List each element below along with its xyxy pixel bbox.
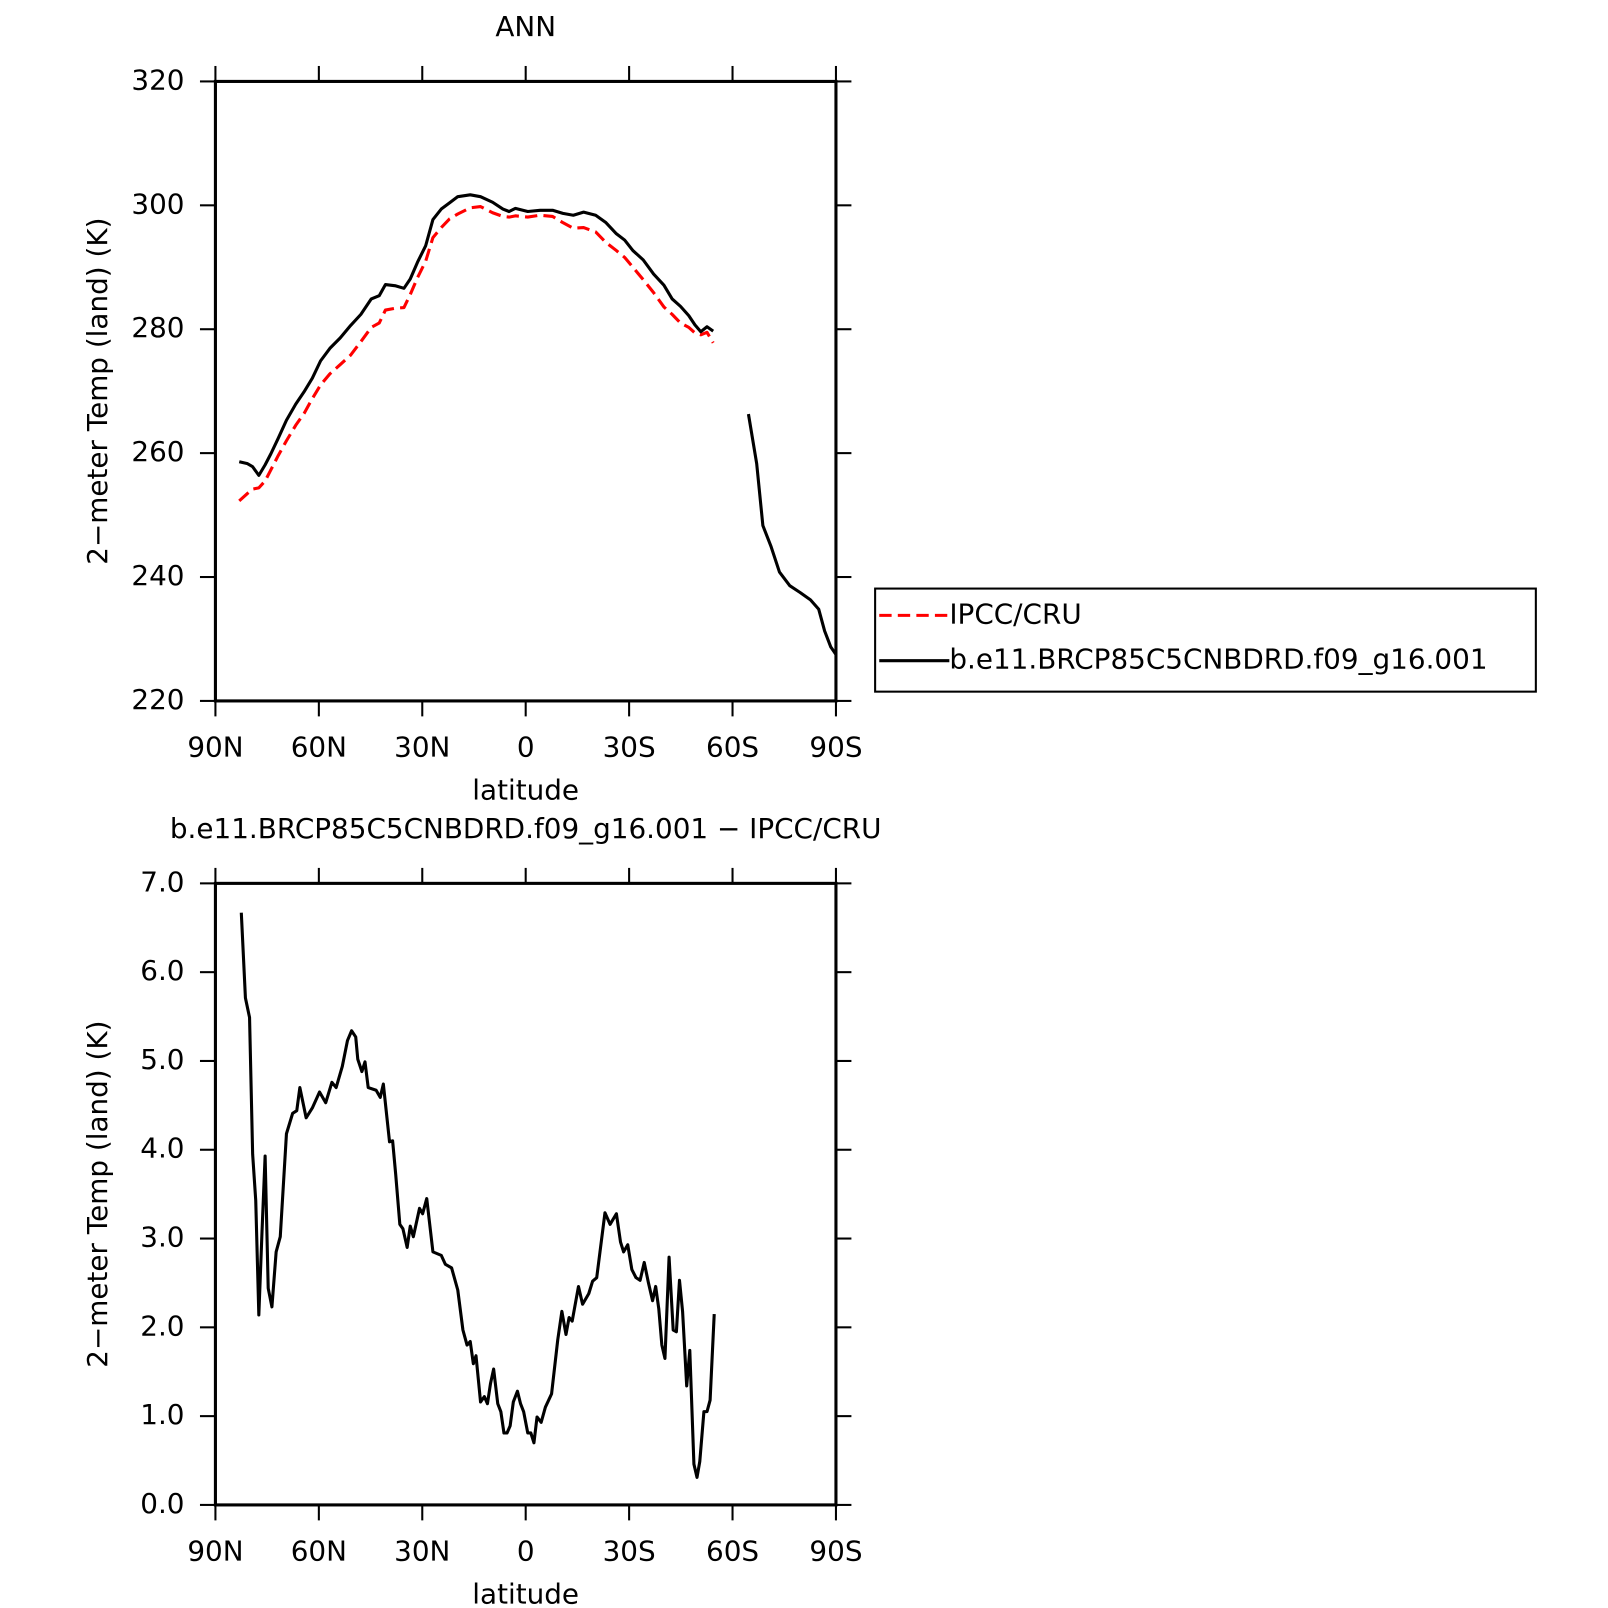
y-tick-label: 5.0 [140,1043,184,1076]
chart-title: b.e11.BRCP85C5CNBDRD.f09_g16.001 − IPCC/… [170,812,882,845]
y-tick-label: 6.0 [140,954,184,987]
y-axis-label: 2−meter Temp (land) (K) [81,218,114,565]
x-tick-label: 30S [603,1534,656,1567]
legend-box [874,587,1537,693]
x-tick-label: 90N [187,1534,243,1567]
plot-frame [213,881,838,1507]
x-axis-label: latitude [472,1578,579,1608]
x-tick-label: 30S [603,730,656,763]
y-tick-label: 1.0 [140,1398,184,1431]
x-tick-label: 90S [809,730,862,763]
y-tick-label: 0.0 [140,1487,184,1520]
data-line [238,193,838,656]
legend-label: IPCC/CRU [949,597,1081,630]
x-tick-label: 60S [706,1534,759,1567]
y-tick-label: 300 [131,187,184,220]
y-tick-label: 240 [131,559,184,592]
y-tick-label: 7.0 [140,865,184,898]
y-axis-label: 2−meter Temp (land) (K) [81,1021,114,1368]
x-tick-label: 0 [517,1534,535,1567]
y-tick-label: 3.0 [140,1221,184,1254]
y-tick-label: 220 [131,683,184,716]
y-tick-label: 2.0 [140,1309,184,1342]
x-tick-label: 30N [394,1534,450,1567]
y-tick-label: 320 [131,63,184,96]
x-tick-label: 0 [517,730,535,763]
x-tick-label: 60N [291,730,347,763]
chart-title: ANN [495,10,556,43]
y-tick-label: 260 [131,435,184,468]
plot-frame [213,79,838,703]
x-tick-label: 90N [187,730,243,763]
x-tick-label: 60N [291,1534,347,1567]
x-tick-label: 60S [706,730,759,763]
x-tick-label: 90S [809,1534,862,1567]
y-tick-label: 280 [131,311,184,344]
y-tick-label: 4.0 [140,1132,184,1165]
x-axis-label: latitude [472,774,579,807]
data-line [239,912,716,1479]
data-line [238,205,715,503]
x-tick-label: 30N [394,730,450,763]
legend-label: b.e11.BRCP85C5CNBDRD.f09_g16.001 [949,643,1487,676]
